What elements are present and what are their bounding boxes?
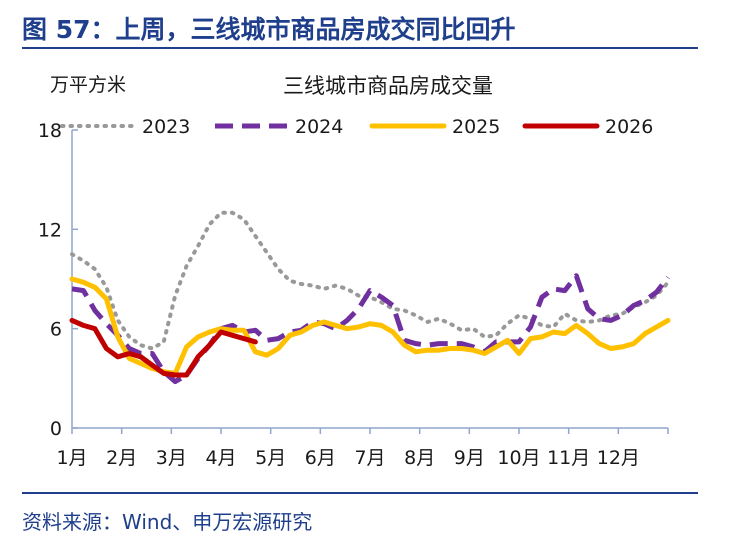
x-tick-label: 5月 — [255, 447, 286, 469]
x-tick-label: 11月 — [547, 447, 590, 469]
x-tick-label: 7月 — [354, 447, 385, 469]
x-tick-label: 9月 — [454, 447, 485, 469]
x-tick-label: 4月 — [205, 447, 236, 469]
x-tick-label: 12月 — [597, 447, 640, 469]
x-tick-label: 3月 — [156, 447, 187, 469]
series-line-2026 — [69, 317, 258, 378]
x-tick-label: 10月 — [497, 447, 540, 469]
legend-label-2024: 2024 — [295, 116, 343, 138]
x-tick-label: 2月 — [106, 447, 137, 469]
x-tick-label: 6月 — [305, 447, 336, 469]
title-rule — [22, 47, 698, 49]
chart-title: 三线城市商品房成交量 — [283, 74, 493, 98]
source-rule — [22, 492, 698, 494]
legend-label-2025: 2025 — [452, 116, 500, 138]
y-axis-label: 万平方米 — [50, 74, 126, 96]
y-tick-label: 18 — [38, 120, 62, 142]
legend-label-2023: 2023 — [142, 116, 190, 138]
x-tick-label: 8月 — [404, 447, 435, 469]
series-lines — [69, 210, 671, 385]
source-note: 资料来源：Wind、申万宏源研究 — [22, 510, 313, 534]
series-line-2023 — [70, 210, 670, 351]
legend: 2023 2024 2025 2026 — [60, 116, 653, 138]
legend-label-2026: 2026 — [605, 116, 653, 138]
y-tick-label: 12 — [38, 219, 62, 241]
x-tick-label: 1月 — [56, 447, 87, 469]
y-tick-label: 0 — [50, 418, 62, 440]
series-line-2024 — [71, 273, 670, 385]
y-tick-label: 6 — [50, 319, 62, 341]
figure-title: 图 57：上周，三线城市商品房成交同比回升 — [22, 15, 516, 44]
axes: 0 6 12 18 1月 2月 3月 4月 5月 6月 7月 8月 9月 10月 11月 12月 — [38, 120, 669, 469]
